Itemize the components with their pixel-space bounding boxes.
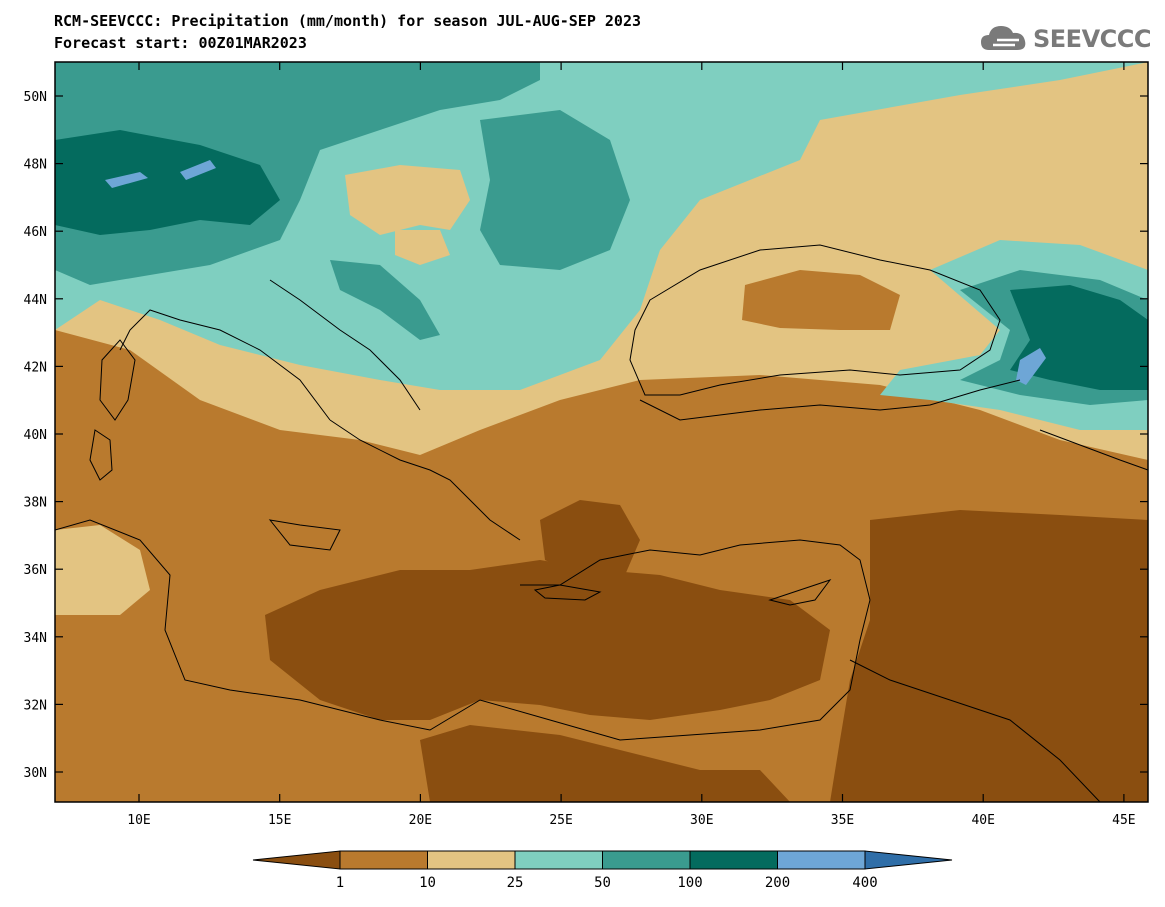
colorbar-label: 25 bbox=[507, 875, 524, 891]
colorbar-label: 400 bbox=[852, 875, 877, 891]
lon-tick-label: 30E bbox=[690, 813, 713, 828]
colorbar-label: 10 bbox=[419, 875, 436, 891]
lat-tick-label: 30N bbox=[24, 766, 47, 781]
colorbar-label: 50 bbox=[594, 875, 611, 891]
forecast-start-label: Forecast start: 00Z01MAR2023 bbox=[54, 34, 307, 52]
map-frame bbox=[54, 61, 1149, 803]
lat-tick-label: 48N bbox=[24, 158, 47, 173]
colorbar-segment bbox=[427, 850, 516, 870]
lat-tick-label: 40N bbox=[24, 428, 47, 443]
lon-tick-label: 40E bbox=[971, 813, 994, 828]
latitude-axis: 50N 48N 46N 44N 42N 40N 38N 36N 34N 32N 30N bbox=[24, 90, 1148, 781]
lat-tick-label: 46N bbox=[24, 225, 47, 240]
lat-tick-label: 50N bbox=[24, 90, 47, 105]
lat-tick-label: 34N bbox=[24, 631, 47, 646]
lat-tick-label: 44N bbox=[24, 293, 47, 308]
colorbar-segment bbox=[602, 850, 691, 870]
seevccc-logo: SEEVCCC bbox=[979, 22, 1152, 56]
lon-tick-label: 20E bbox=[409, 813, 432, 828]
colorbar-segment bbox=[514, 850, 603, 870]
precipitation-field bbox=[55, 62, 1148, 802]
colorbar-segment bbox=[339, 850, 428, 870]
lon-tick-label: 35E bbox=[831, 813, 854, 828]
colorbar-over-triangle bbox=[864, 850, 953, 870]
chart-title: RCM-SEEVCCC: Precipitation (mm/month) fo… bbox=[54, 12, 641, 30]
colorbar-segment bbox=[689, 850, 778, 870]
coastlines bbox=[55, 244, 1148, 802]
logo-text: SEEVCCC bbox=[1033, 25, 1152, 53]
lat-tick-label: 38N bbox=[24, 496, 47, 511]
lon-tick-label: 10E bbox=[127, 813, 150, 828]
colorbar-under-triangle bbox=[252, 850, 341, 870]
lon-tick-label: 45E bbox=[1112, 813, 1135, 828]
lon-tick-label: 25E bbox=[549, 813, 572, 828]
colorbar: 1 10 25 50 100 200 400 bbox=[252, 850, 953, 891]
longitude-axis: 10E 15E 20E 25E 30E 35E 40E 45E bbox=[127, 62, 1136, 828]
cloud-icon bbox=[981, 26, 1026, 50]
lat-tick-label: 36N bbox=[24, 563, 47, 578]
lon-tick-label: 15E bbox=[268, 813, 291, 828]
colorbar-segment bbox=[777, 850, 866, 870]
lat-tick-label: 32N bbox=[24, 698, 47, 713]
colorbar-label: 100 bbox=[677, 875, 702, 891]
colorbar-label: 200 bbox=[765, 875, 790, 891]
colorbar-label: 1 bbox=[336, 875, 344, 891]
lat-tick-label: 42N bbox=[24, 360, 47, 375]
